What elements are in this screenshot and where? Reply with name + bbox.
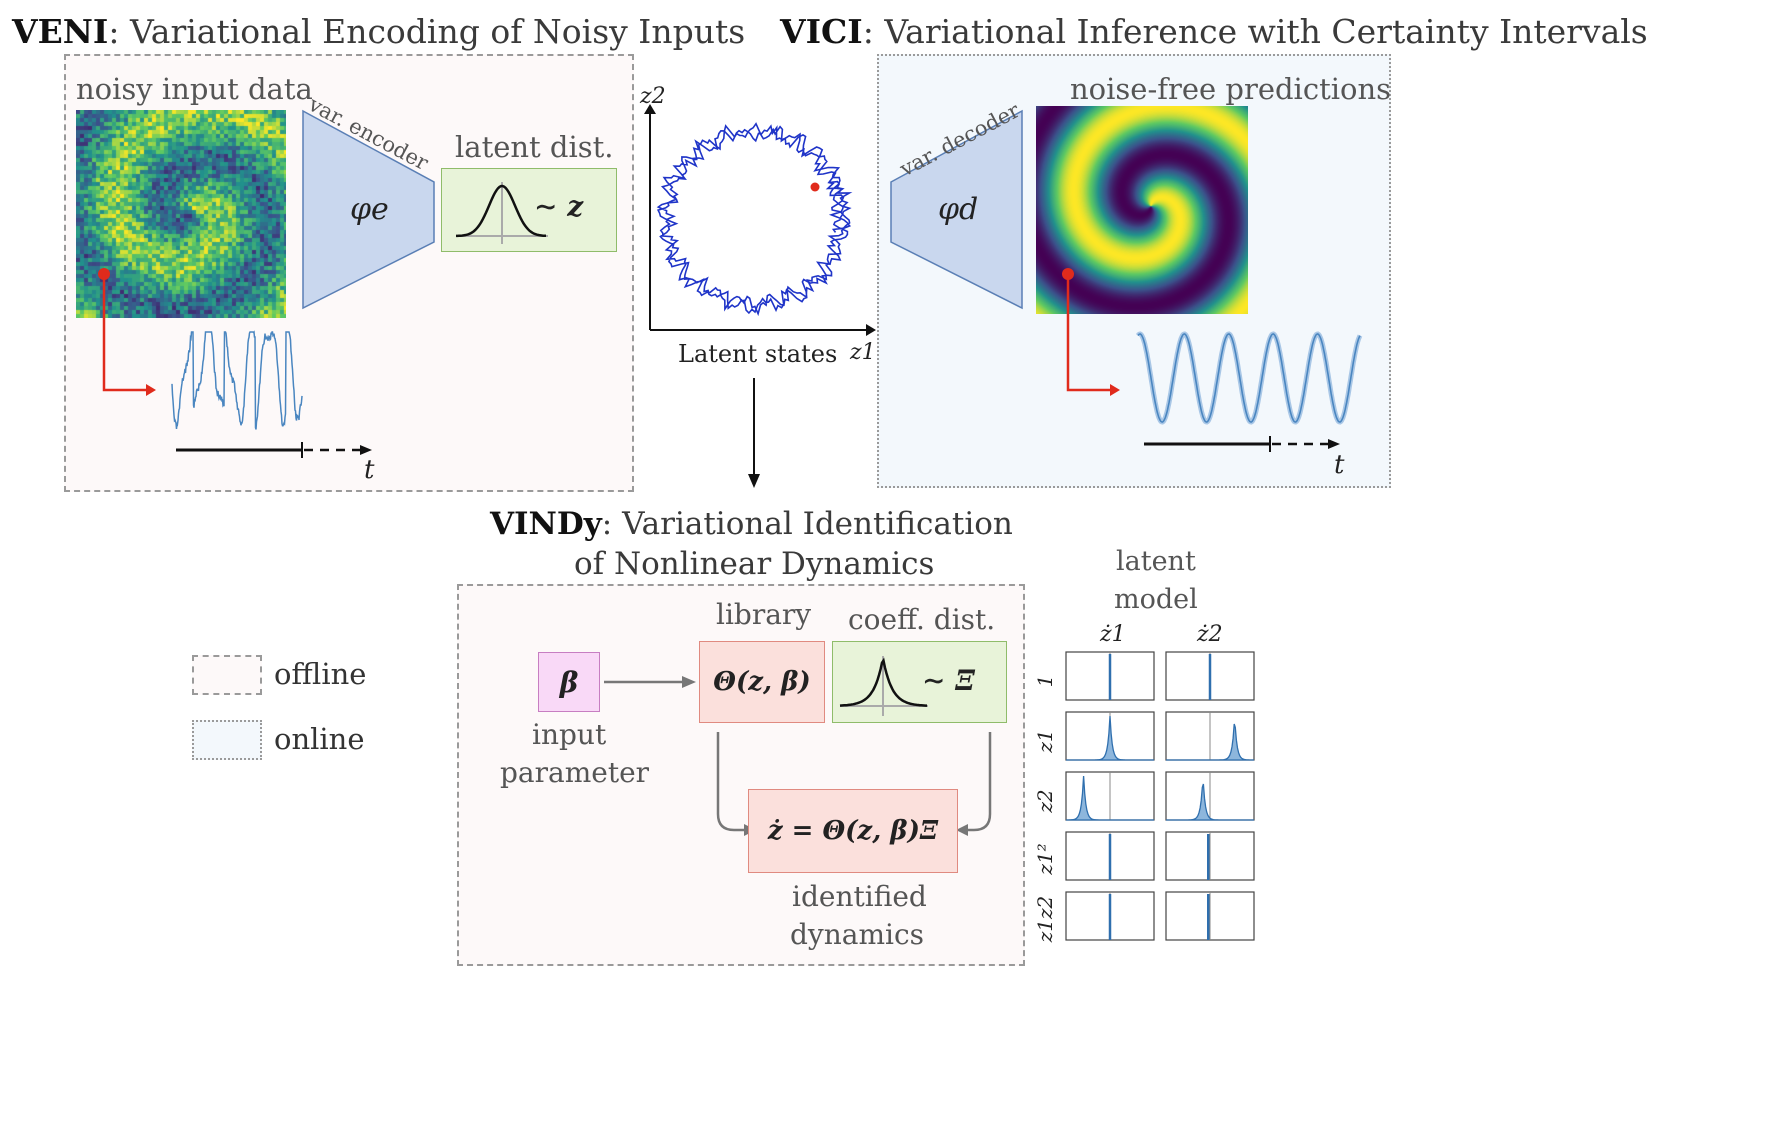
- latent-x-axis: z1: [850, 340, 876, 365]
- vindy-title: VINDy: Variational Identification: [490, 506, 1013, 542]
- latent-model-cell: [1065, 831, 1155, 881]
- latent-model-row-1: 1: [1033, 674, 1057, 688]
- parameter-label-2: parameter: [500, 756, 650, 789]
- legend-offline-label: offline: [274, 657, 367, 691]
- dynamics-label-2: dynamics: [790, 918, 925, 951]
- veni-title: VENI: Variational Encoding of Noisy Inpu…: [12, 12, 745, 51]
- latent-model-row-4: z1²: [1033, 843, 1057, 875]
- vindy-title-bold: VINDy: [490, 506, 602, 542]
- latent-y-axis-text: z2: [640, 84, 666, 109]
- veni-time-axis: t: [364, 455, 375, 485]
- vindy-title-rest: : Variational Identification: [601, 506, 1013, 542]
- latent-model-title-1: latent: [1116, 546, 1196, 577]
- decoder-shape: [890, 109, 1023, 310]
- latent-model-title-2: model: [1114, 584, 1198, 615]
- to-dynamics-arrows: [716, 732, 992, 836]
- decoder-symbol: φd: [938, 192, 978, 227]
- coeff-dist-box: [832, 641, 1007, 723]
- encoder-symbol-text: φe: [350, 192, 389, 227]
- latent-model-cell: [1065, 711, 1155, 761]
- latent-model-col-2: ż2: [1197, 622, 1223, 647]
- legend-online-label: online: [274, 722, 365, 756]
- legend-offline-swatch: [192, 655, 262, 695]
- legend-online-swatch: [192, 720, 262, 760]
- library-box: Θ(z, β): [699, 641, 825, 723]
- noisy-input-label: noisy input data: [76, 72, 313, 106]
- latent-to-vindy-arrow: [748, 378, 760, 488]
- latent-model-col-1: ż1: [1100, 622, 1126, 647]
- latent-model-row-5: z1z2: [1033, 895, 1057, 943]
- latent-model-cell: [1065, 891, 1155, 941]
- latent-model-cell: [1165, 831, 1255, 881]
- noise-free-label: noise-free predictions: [1070, 72, 1392, 106]
- dynamics-box: ż = Θ(z, β)Ξ: [748, 789, 958, 873]
- latent-states-caption: Latent states: [678, 340, 838, 368]
- latent-x-axis-text: z1: [850, 340, 876, 365]
- latent-states-plot: [644, 104, 876, 336]
- coeff-dist-label: coeff. dist.: [848, 603, 996, 636]
- encoder-symbol: φe: [350, 192, 389, 227]
- library-expr: Θ(z, β): [713, 667, 811, 697]
- latent-model-cell: [1065, 771, 1155, 821]
- noise-free-spiral-image: [1036, 106, 1248, 314]
- latent-model-row-2: z1: [1033, 729, 1057, 753]
- latent-model-cell: [1065, 651, 1155, 701]
- latent-model-row-3: z2: [1033, 789, 1057, 813]
- decoder-symbol-text: φd: [938, 192, 979, 227]
- vici-time-axis: t: [1334, 450, 1345, 480]
- latent-model-cell: [1165, 771, 1255, 821]
- vici-title: VICI: Variational Inference with Certain…: [780, 12, 1648, 51]
- latent-model-cell: [1165, 711, 1255, 761]
- latent-model-cell: [1165, 651, 1255, 701]
- library-label: library: [716, 598, 812, 631]
- veni-title-bold: VENI: [12, 12, 109, 51]
- latent-dist-box: [441, 168, 617, 252]
- vindy-title-line2: of Nonlinear Dynamics: [574, 546, 935, 582]
- dynamics-label-1: identified: [792, 880, 927, 913]
- gaussian-icon: [456, 182, 548, 244]
- veni-signal-plot: [98, 268, 372, 458]
- parameter-symbol: β: [559, 665, 579, 699]
- parameter-label-1: input: [532, 718, 607, 751]
- latent-model-cell: [1165, 891, 1255, 941]
- laplace-icon: [839, 656, 928, 716]
- noisy-spiral-image: [76, 110, 286, 318]
- vici-signal-plot: [1062, 268, 1363, 452]
- latent-dist-label: latent dist.: [455, 130, 614, 164]
- parameter-box: β: [538, 652, 600, 712]
- param-to-library-arrow: [604, 676, 696, 688]
- latent-model-grid: [1065, 651, 1255, 941]
- vici-title-rest: : Variational Inference with Certainty I…: [862, 12, 1648, 51]
- latent-y-axis: z2: [640, 84, 666, 109]
- veni-title-rest: : Variational Encoding of Noisy Inputs: [108, 12, 746, 51]
- dynamics-expr: ż = Θ(z, β)Ξ: [767, 816, 939, 846]
- coeff-dist-expr: ∼ Ξ: [922, 664, 975, 697]
- encoder-shape: [302, 109, 435, 310]
- vici-title-bold: VICI: [780, 12, 863, 51]
- latent-dist-expr: ∼ z: [534, 190, 584, 223]
